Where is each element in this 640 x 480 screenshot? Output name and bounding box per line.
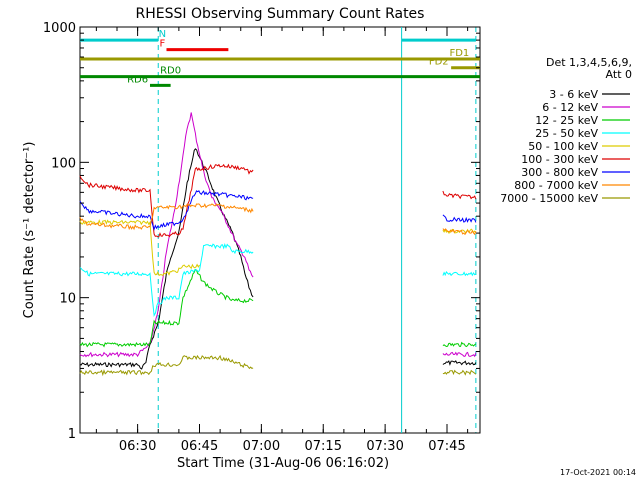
x-axis: 06:30 06:45 07:00 07:15 07:30 07:45 bbox=[95, 27, 469, 454]
status-bar-label-f: F bbox=[159, 39, 165, 50]
y-tick-label: 1 bbox=[68, 427, 76, 442]
series-line-25-50-kev bbox=[79, 242, 254, 318]
series-line-12-25-kev bbox=[442, 341, 477, 348]
x-tick-label: 06:30 bbox=[119, 439, 156, 454]
legend-label: 25 - 50 keV bbox=[535, 127, 598, 140]
series-line-25-50-kev bbox=[442, 270, 477, 277]
y-axis-label: Count Rate (s⁻¹ detector⁻¹) bbox=[22, 142, 37, 319]
series-line-50-100-kev bbox=[79, 219, 200, 277]
status-bar-label-rd0: RD0 bbox=[160, 66, 181, 77]
series-line-7000-15000-kev bbox=[442, 369, 477, 376]
legend-label: 50 - 100 keV bbox=[528, 140, 598, 153]
series-line-300-800-kev bbox=[442, 214, 477, 223]
y-tick-label: 100 bbox=[51, 156, 76, 171]
footer-timestamp: 17-Oct-2021 00:14 bbox=[560, 468, 636, 477]
x-tick-label: 07:45 bbox=[428, 439, 465, 454]
x-tick-label: 07:15 bbox=[305, 439, 342, 454]
series-line-6-12-kev bbox=[442, 351, 477, 358]
status-bar-label-fd1: FD1 bbox=[449, 48, 469, 59]
legend-header-line-1: Det 1,3,4,5,6,9, bbox=[546, 56, 632, 69]
y-tick-label: 1000 bbox=[43, 21, 76, 36]
series-line-300-800-kev bbox=[79, 190, 254, 231]
y-axis: 1 10 100 1000 bbox=[43, 21, 480, 442]
series-line-100-300-kev bbox=[442, 190, 477, 200]
legend-label: 6 - 12 keV bbox=[542, 101, 598, 114]
series-line-3-6-kev bbox=[442, 360, 477, 366]
series-line-3-6-kev bbox=[79, 148, 254, 370]
x-tick-label: 07:30 bbox=[366, 439, 403, 454]
legend-label: 800 - 7000 keV bbox=[514, 179, 598, 192]
x-tick-label: 06:45 bbox=[181, 439, 218, 454]
x-axis-label: Start Time (31-Aug-06 06:16:02) bbox=[177, 456, 389, 471]
series-line-12-25-kev bbox=[79, 268, 254, 348]
y-tick-label: 10 bbox=[59, 292, 76, 307]
series-line-100-300-kev bbox=[79, 163, 254, 238]
status-bar-label-rd6: RD6 bbox=[127, 74, 148, 85]
series-line-800-7000-kev bbox=[442, 228, 477, 236]
x-tick-label: 07:00 bbox=[243, 439, 280, 454]
status-bar-label-n: N bbox=[159, 29, 166, 40]
chart-title: RHESSI Observing Summary Count Rates bbox=[136, 6, 425, 22]
legend-label: 7000 - 15000 keV bbox=[500, 192, 598, 205]
legend-label: 300 - 800 keV bbox=[521, 166, 598, 179]
legend-label: 100 - 300 keV bbox=[521, 153, 598, 166]
series-line-7000-15000-kev bbox=[79, 354, 254, 377]
series-line-6-12-kev bbox=[79, 112, 254, 358]
series-line-800-7000-kev bbox=[79, 203, 254, 231]
legend-header-line-2: Att 0 bbox=[606, 68, 632, 81]
series-line-50-100-kev bbox=[442, 228, 477, 234]
legend-label: 3 - 6 keV bbox=[549, 88, 598, 101]
legend-label: 12 - 25 keV bbox=[535, 114, 598, 127]
plot-frame bbox=[79, 26, 481, 434]
status-bar-label-fd2: FD2 bbox=[429, 57, 449, 68]
